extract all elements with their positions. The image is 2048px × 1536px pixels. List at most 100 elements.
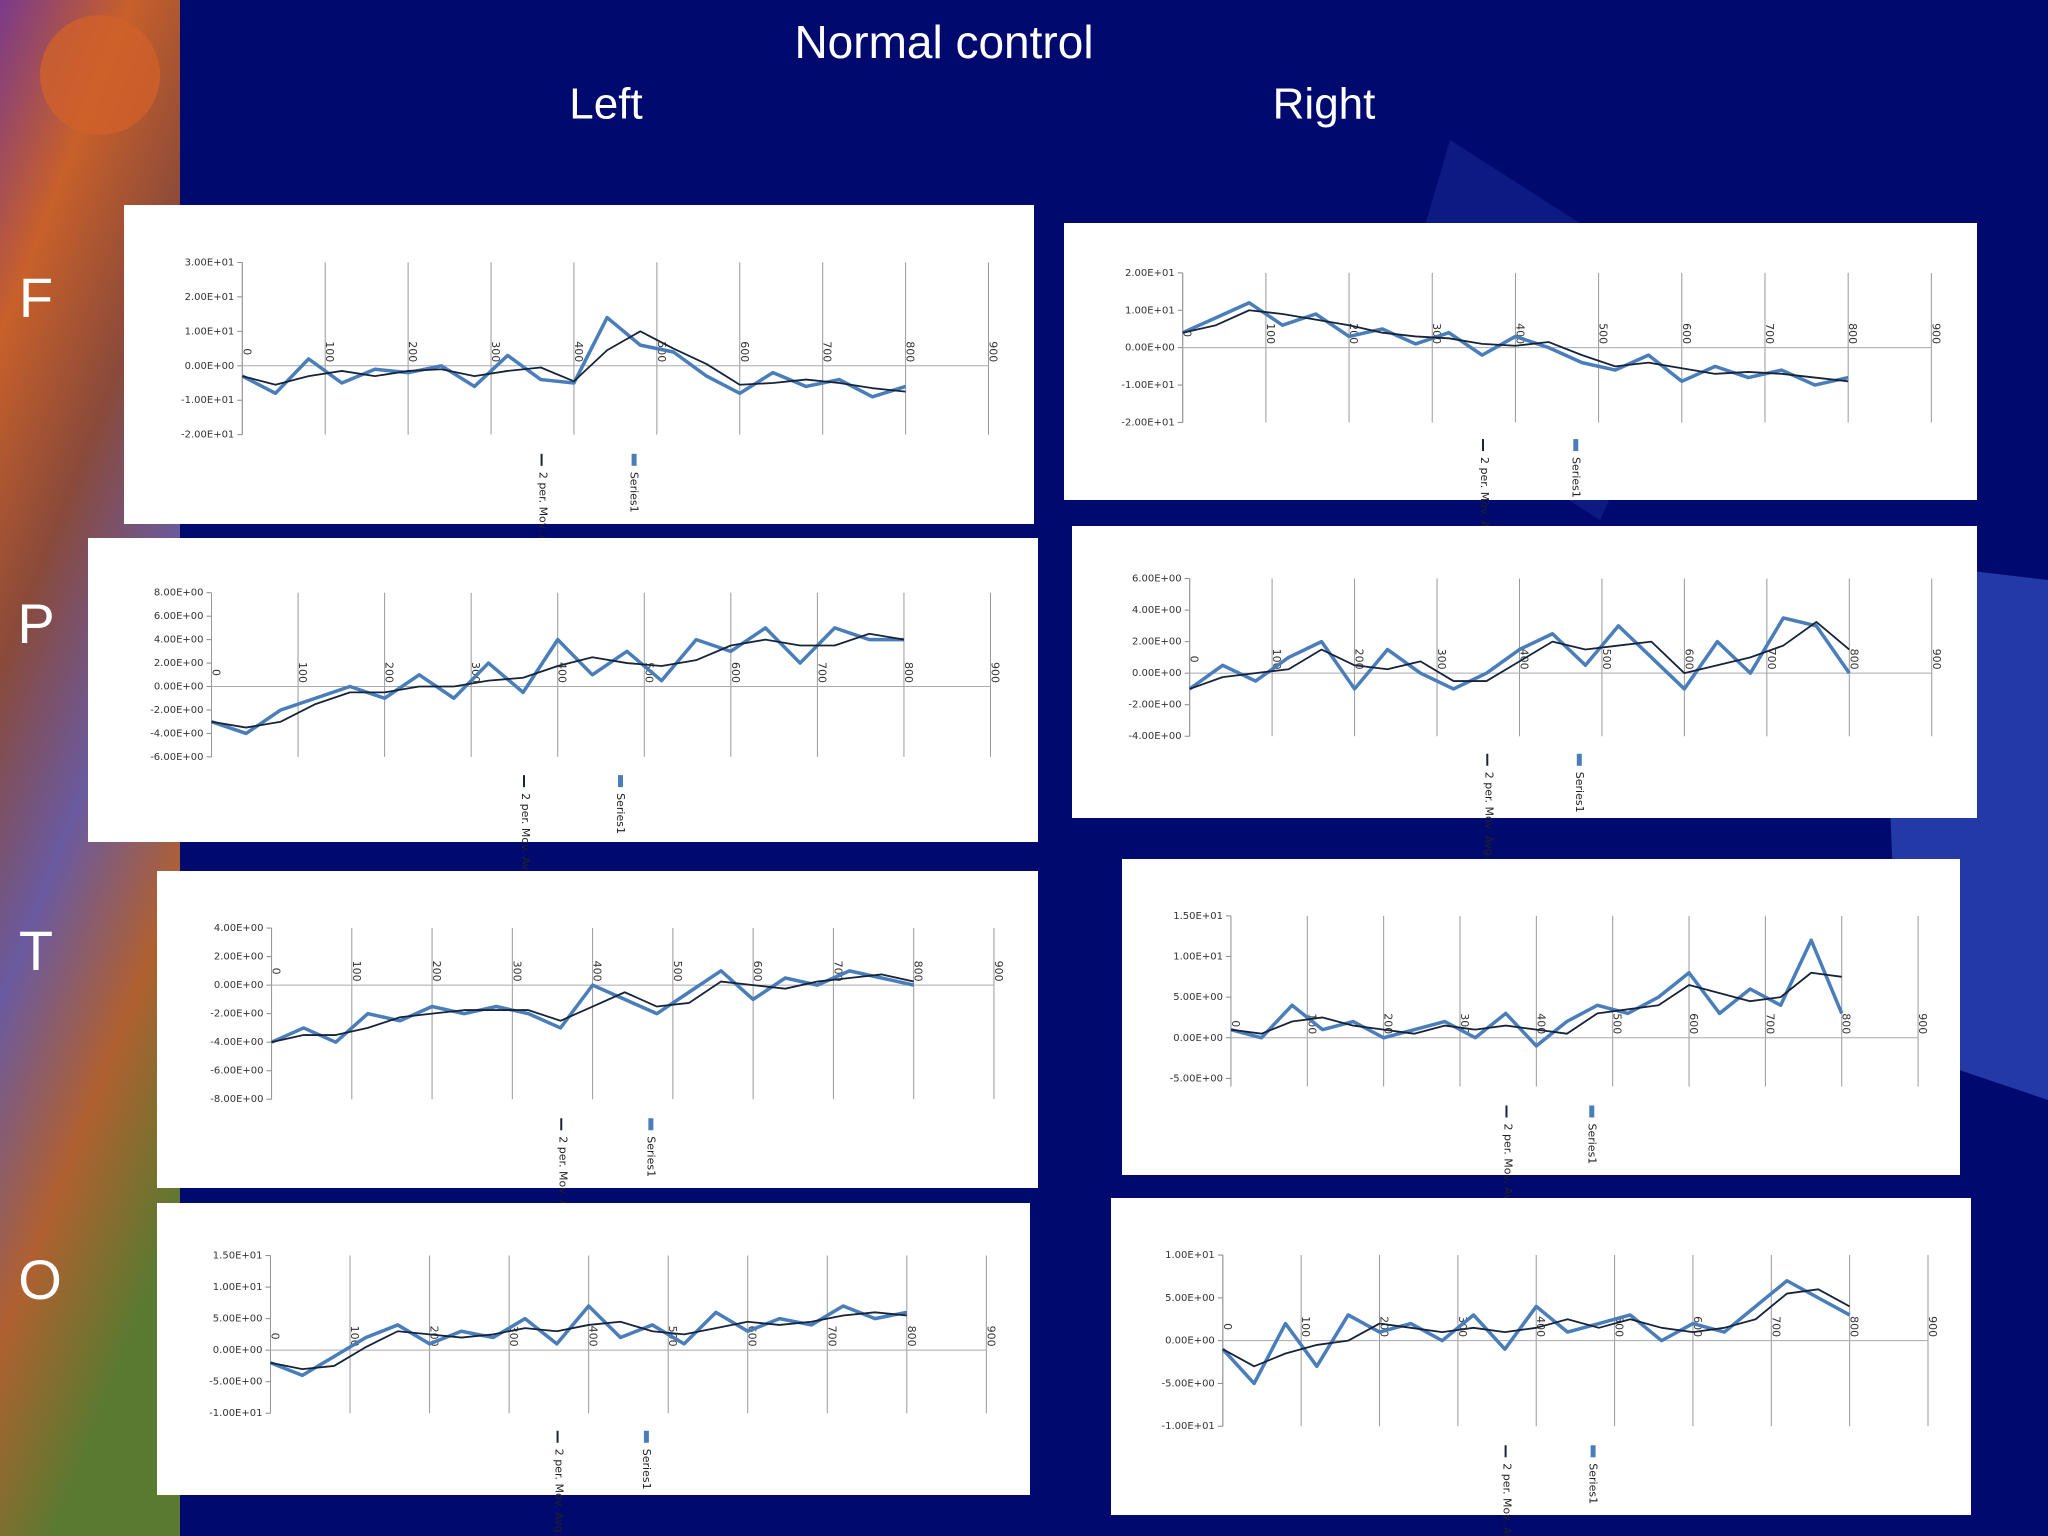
data-line bbox=[1189, 621, 1850, 690]
x-tick-label: 800 bbox=[1847, 649, 1860, 670]
chart-background bbox=[88, 538, 1038, 842]
y-tick-label: 0.00E+00 bbox=[213, 1345, 263, 1356]
x-tick-label: 600 bbox=[729, 662, 742, 683]
x-tick-label: 500 bbox=[655, 341, 668, 362]
y-tick-label: 1.50E+01 bbox=[1173, 911, 1223, 922]
data-line bbox=[1230, 971, 1842, 1035]
y-tick-label: 4.00E+00 bbox=[214, 923, 264, 934]
chart-background bbox=[1072, 526, 1977, 818]
y-tick-label: 6.00E+00 bbox=[1132, 574, 1182, 585]
x-tick-label: 400 bbox=[587, 1326, 600, 1347]
legend-swatch bbox=[540, 453, 543, 466]
y-tick-label: 0.00E+00 bbox=[1132, 668, 1182, 679]
legend-swatch bbox=[556, 1430, 559, 1443]
legend-label: Series1 bbox=[1569, 457, 1582, 498]
legend-label: Series1 bbox=[1585, 1123, 1598, 1164]
data-line bbox=[210, 626, 904, 736]
y-tick-label: -1.00E+01 bbox=[1162, 1421, 1215, 1432]
x-tick-label: 800 bbox=[904, 341, 917, 362]
row-label: O bbox=[18, 1248, 62, 1311]
chart-background bbox=[1064, 223, 1977, 500]
y-tick-label: -5.00E+00 bbox=[1162, 1378, 1215, 1389]
legend-label: Series1 bbox=[644, 1136, 657, 1177]
x-tick-label: 500 bbox=[1611, 1013, 1624, 1034]
x-tick-label: 900 bbox=[984, 1326, 997, 1347]
slide-title: Normal control bbox=[794, 16, 1093, 68]
legend-swatch bbox=[523, 775, 525, 788]
data-line bbox=[242, 330, 906, 393]
y-tick-label: 2.00E+01 bbox=[1125, 268, 1175, 279]
x-tick-label: 100 bbox=[323, 341, 336, 362]
legend-label: 2 per. Mov. Avg. (Series1) bbox=[553, 1449, 566, 1536]
x-tick-label: 600 bbox=[1687, 1013, 1700, 1034]
chart-background bbox=[157, 871, 1038, 1188]
x-tick-label: 900 bbox=[1929, 323, 1942, 344]
x-tick-label: 700 bbox=[821, 341, 834, 362]
y-tick-label: -6.00E+00 bbox=[150, 752, 203, 763]
row-label: P bbox=[17, 592, 54, 655]
y-tick-label: -8.00E+00 bbox=[210, 1094, 263, 1105]
x-tick-label: 900 bbox=[1926, 1316, 1939, 1337]
x-tick-label: 800 bbox=[1848, 1316, 1861, 1337]
legend-swatch bbox=[1590, 1445, 1596, 1458]
chart-background bbox=[157, 1203, 1030, 1495]
legend-label: Series1 bbox=[1587, 1463, 1600, 1504]
x-tick-label: 900 bbox=[1930, 649, 1943, 670]
y-tick-label: 2.00E+01 bbox=[185, 292, 235, 303]
x-tick-label: 0 bbox=[1229, 1020, 1242, 1027]
data-line bbox=[1181, 301, 1849, 387]
y-tick-label: -2.00E+01 bbox=[1121, 417, 1174, 428]
legend-swatch bbox=[1576, 753, 1582, 766]
x-tick-label: 200 bbox=[1353, 649, 1366, 670]
y-tick-label: 1.00E+01 bbox=[185, 326, 235, 337]
x-tick-label: 500 bbox=[1597, 323, 1610, 344]
y-tick-label: 0.00E+00 bbox=[1125, 343, 1175, 354]
x-tick-label: 0 bbox=[268, 1333, 281, 1340]
y-tick-label: -5.00E+00 bbox=[1170, 1073, 1223, 1084]
chart: -1.00E+01 -5.00E+00 0.00E+00 5.00E+00 1.00E+… bbox=[1111, 1198, 1971, 1536]
y-tick-label: 3.00E+01 bbox=[185, 257, 235, 268]
y-tick-label: 5.00E+00 bbox=[213, 1314, 263, 1325]
y-tick-label: -1.00E+01 bbox=[209, 1408, 262, 1419]
y-tick-label: -4.00E+00 bbox=[150, 728, 203, 739]
data-line bbox=[211, 632, 905, 729]
x-tick-label: 400 bbox=[572, 341, 585, 362]
x-tick-label: 900 bbox=[1916, 1013, 1929, 1034]
y-tick-label: 0.00E+00 bbox=[154, 682, 204, 693]
y-tick-label: -5.00E+00 bbox=[209, 1377, 262, 1388]
legend-swatch bbox=[560, 1118, 563, 1131]
x-tick-label: 300 bbox=[510, 961, 523, 982]
y-tick-label: -2.00E+00 bbox=[210, 1009, 263, 1020]
y-tick-label: -2.00E+00 bbox=[150, 705, 203, 716]
chart: -1.00E+01 -5.00E+00 0.00E+00 5.00E+00 1.00E+… bbox=[157, 1203, 1030, 1536]
y-tick-label: 1.00E+01 bbox=[213, 1282, 263, 1293]
legend-swatch bbox=[1573, 439, 1579, 452]
x-tick-label: 300 bbox=[489, 341, 502, 362]
decor-gear bbox=[40, 15, 160, 135]
legend-label: 2 per. Mov. Avg. (Series1) bbox=[1501, 1463, 1514, 1536]
y-tick-label: -2.00E+01 bbox=[181, 430, 234, 441]
y-tick-label: 2.00E+00 bbox=[1132, 637, 1182, 648]
legend-swatch bbox=[1486, 753, 1489, 766]
x-tick-label: 600 bbox=[751, 961, 764, 982]
legend-swatch bbox=[1505, 1105, 1508, 1118]
x-tick-label: 500 bbox=[671, 961, 684, 982]
x-tick-label: 700 bbox=[1763, 323, 1776, 344]
legend-swatch bbox=[1589, 1105, 1595, 1118]
x-tick-label: 100 bbox=[1299, 1316, 1312, 1337]
x-tick-label: 700 bbox=[825, 1326, 838, 1347]
legend-swatch bbox=[643, 1430, 649, 1443]
data-line bbox=[1222, 1288, 1851, 1368]
legend-swatch bbox=[631, 453, 637, 466]
y-tick-label: -1.00E+01 bbox=[1121, 380, 1174, 391]
x-tick-label: 200 bbox=[1378, 1316, 1391, 1337]
x-tick-label: 800 bbox=[1840, 1013, 1853, 1034]
y-tick-label: 4.00E+00 bbox=[1132, 605, 1182, 616]
chart: -8.00E+00 -6.00E+00 -4.00E+00 -2.00E+00 0.00… bbox=[157, 871, 1038, 1277]
y-tick-label: -1.00E+01 bbox=[181, 395, 234, 406]
legend-label: Series1 bbox=[614, 793, 627, 834]
x-tick-label: 800 bbox=[1846, 323, 1859, 344]
legend-swatch bbox=[1481, 439, 1484, 452]
x-tick-label: 900 bbox=[989, 662, 1002, 683]
chart-background bbox=[1111, 1198, 1971, 1515]
